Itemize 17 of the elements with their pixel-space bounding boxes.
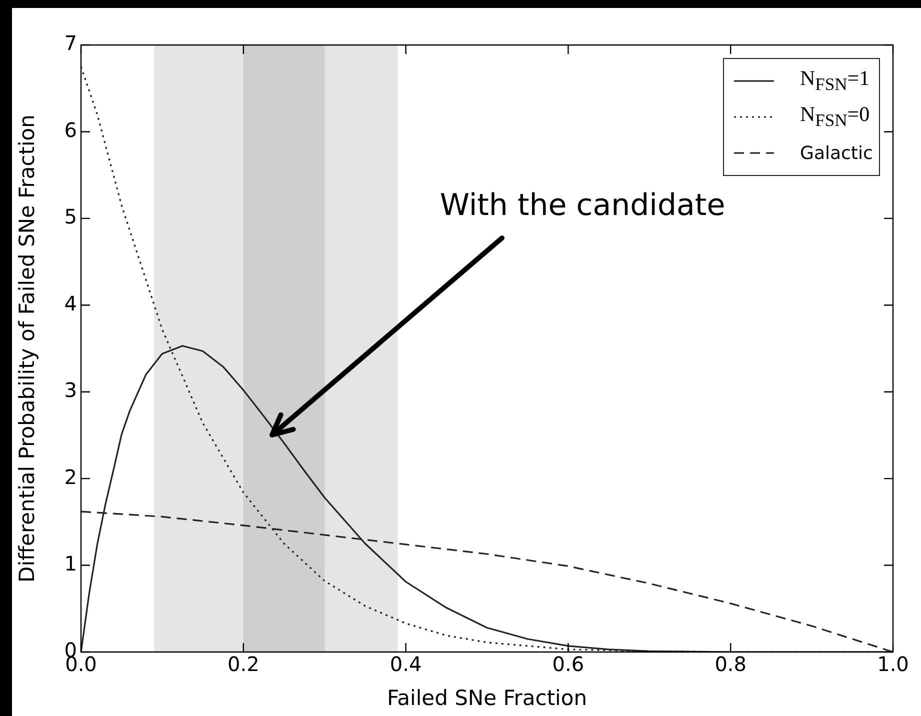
legend-label: Galactic	[800, 142, 873, 164]
y-tick-label: 4	[64, 291, 77, 316]
legend-label: N$_{FSN}$=1	[800, 66, 870, 96]
legend-label: N$_{FSN}$=0	[800, 102, 870, 132]
x-axis-title: Failed SNe Fraction	[386, 686, 588, 710]
y-tick-label: 1	[64, 551, 77, 576]
x-tick-label: 0.2	[227, 652, 260, 676]
y-tick-label: 6	[64, 118, 77, 142]
y-tick-label: 2	[64, 464, 77, 489]
x-tick-label: 0.4	[390, 652, 422, 676]
y-tick-label: 3	[64, 378, 77, 402]
y-tick-label: 7	[64, 31, 77, 56]
annotation: With the candidate	[440, 188, 726, 224]
y-axis-title: Differential Probability of Failed SNe Fraction	[15, 114, 40, 582]
y-tick-label: 5	[64, 204, 77, 229]
x-tick-label: 0.8	[714, 652, 747, 676]
x-tick-label: 0.6	[552, 652, 584, 676]
